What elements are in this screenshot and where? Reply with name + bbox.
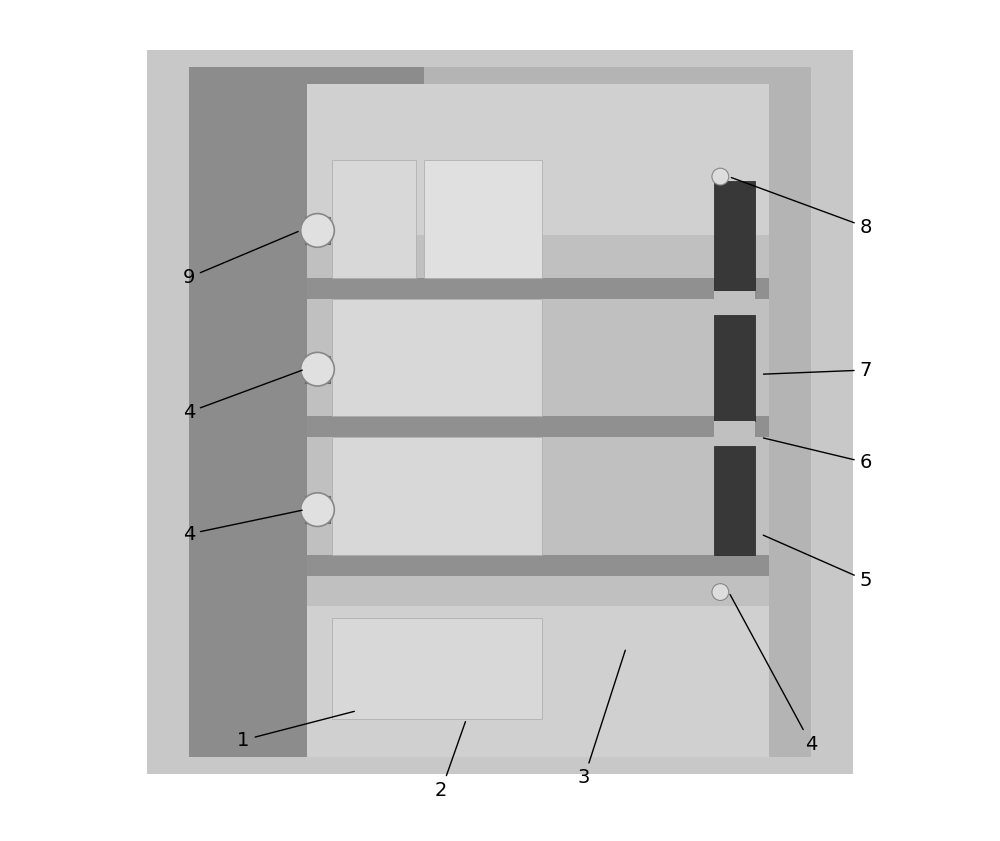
Text: 5: 5 [763,535,872,590]
Bar [714,181,755,290]
Circle shape [301,352,334,386]
Bar [332,437,542,555]
Circle shape [301,493,334,526]
Bar [307,235,769,606]
Bar [332,299,542,416]
Text: 2: 2 [435,722,465,800]
Bar [714,315,755,420]
Bar [714,291,755,313]
Text: 6: 6 [763,438,872,472]
Bar [305,217,330,244]
Text: 9: 9 [183,231,298,287]
Text: 1: 1 [237,711,354,749]
Bar [307,278,769,299]
Circle shape [301,214,334,247]
Bar [305,356,330,383]
Bar [307,555,769,576]
Bar [189,67,307,757]
Bar [307,84,769,235]
Bar [307,416,769,437]
Bar [332,160,416,278]
Text: 3: 3 [578,650,625,787]
Bar [305,496,330,523]
Circle shape [712,584,729,600]
Bar [189,67,811,757]
Bar [147,50,853,774]
Text: 4: 4 [730,595,817,754]
Text: 7: 7 [763,361,872,379]
Bar [424,160,542,278]
Circle shape [712,168,729,185]
Bar [332,618,542,719]
Bar [307,606,769,757]
Bar [714,446,755,555]
Bar [714,421,755,443]
Text: 8: 8 [731,177,872,236]
Text: 4: 4 [183,510,302,543]
Text: 4: 4 [183,370,302,421]
Bar [307,67,424,252]
